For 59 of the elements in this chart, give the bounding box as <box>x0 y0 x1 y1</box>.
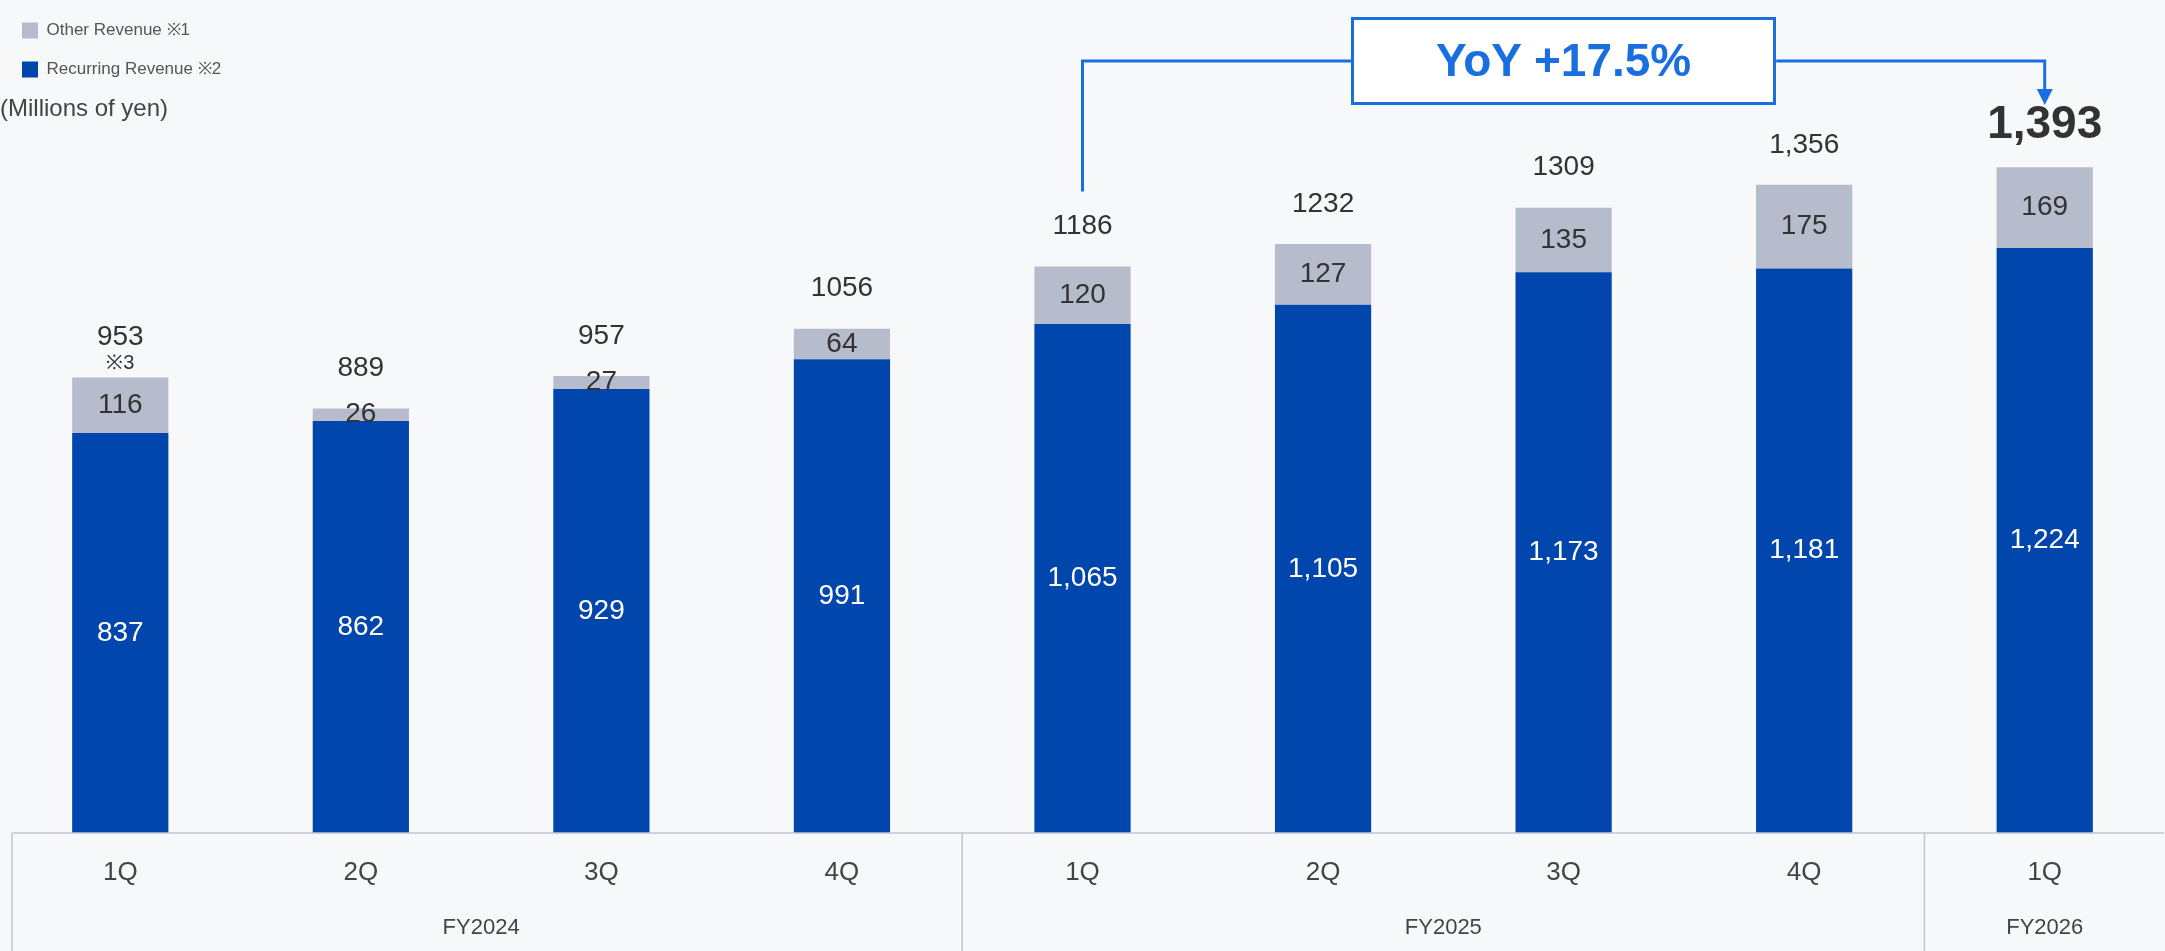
total-label: 953 <box>96 320 144 352</box>
data-label: 135 <box>1540 222 1587 254</box>
bar <box>1515 272 1612 833</box>
legend-label: Other Revenue ※1 <box>46 20 190 40</box>
bar <box>1996 167 2093 248</box>
x-tick-label: 2Q <box>1305 855 1341 886</box>
data-label: 116 <box>97 387 143 419</box>
data-label: 1,105 <box>1288 551 1359 583</box>
bar <box>1756 184 1853 269</box>
x-tick-label: 4Q <box>824 855 860 886</box>
x-tick-label: 1Q <box>102 855 138 886</box>
text: YoY +17.5% <box>1351 17 1777 105</box>
total-label: 1232 <box>1291 186 1355 218</box>
data-label: 929 <box>578 593 625 625</box>
legend-label: Recurring Revenue ※2 <box>46 59 222 79</box>
x-tick-label: 4Q <box>1786 855 1822 886</box>
data-label: 64 <box>826 326 858 358</box>
text: FY2024 <box>442 914 520 940</box>
total-label: 889 <box>337 351 385 383</box>
bar <box>1515 207 1612 273</box>
bar <box>1756 268 1853 833</box>
annotation: ※3 <box>106 350 135 373</box>
total-label: 1,356 <box>1769 127 1840 159</box>
x-tick-label: 3Q <box>1546 855 1581 886</box>
x-tick-label: 1Q <box>2027 855 2063 886</box>
data-label: 120 <box>1059 277 1106 309</box>
text: FY2026 <box>2006 914 2084 940</box>
x-tick-label: 2Q <box>343 855 379 886</box>
data-label: 991 <box>818 578 866 610</box>
bar <box>312 420 409 833</box>
data-label: 127 <box>1299 257 1347 289</box>
data-label: 1,065 <box>1047 561 1118 593</box>
data-label: 27 <box>585 365 617 397</box>
total-label: 1,393 <box>1987 95 2103 148</box>
bar <box>1034 266 1131 324</box>
data-label: 169 <box>2021 190 2069 222</box>
bar <box>72 432 169 833</box>
total-label: 957 <box>578 318 625 350</box>
bar <box>1996 247 2093 833</box>
bar <box>1034 323 1131 833</box>
data-label: 862 <box>337 609 385 641</box>
data-label: 175 <box>1780 209 1828 241</box>
y-axis-title: (Millions of yen) <box>0 94 169 122</box>
bar <box>553 388 650 833</box>
data-label: 837 <box>96 615 144 647</box>
data-label: 1,181 <box>1769 533 1840 565</box>
x-tick-label: 1Q <box>1065 855 1100 886</box>
text: FY2025 <box>1404 914 1482 940</box>
x-tick-label: 3Q <box>584 855 619 886</box>
total-label: 1186 <box>1052 209 1113 241</box>
total-label: 1056 <box>810 271 874 303</box>
bar <box>1274 304 1372 833</box>
total-label: 1309 <box>1532 150 1595 182</box>
data-label: 26 <box>345 397 377 429</box>
data-label: 1,224 <box>2009 523 2080 555</box>
bar <box>1274 244 1372 305</box>
bar <box>793 359 891 833</box>
data-label: 1,173 <box>1528 535 1599 567</box>
bar <box>72 377 169 433</box>
